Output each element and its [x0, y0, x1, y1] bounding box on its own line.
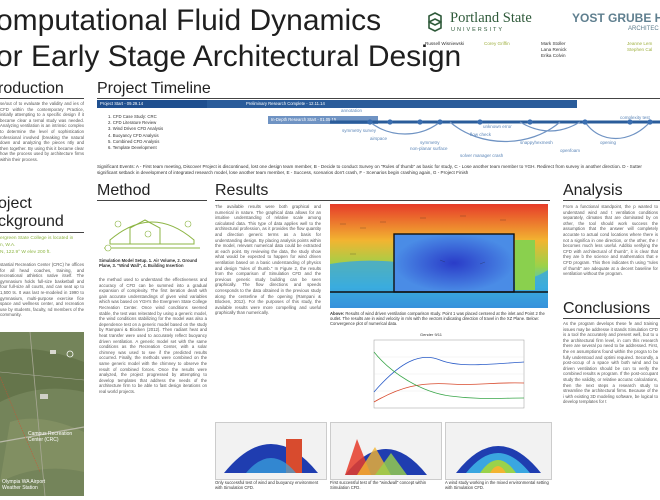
conclusions-text: As the program develops these fe and tra…	[563, 321, 658, 405]
results-rule	[215, 200, 550, 201]
conclusions-heading: Conclusions	[563, 300, 651, 317]
timeline-bar-inhealth-label: In-Depth Research Start - 01.05.15	[271, 117, 337, 122]
timeline-progress-graphic	[330, 119, 660, 143]
introduction-text: se/out of to evaluate the validity and i…	[0, 101, 84, 162]
map-label-airport: Olympia WA Airport Weather Station	[2, 479, 46, 491]
map-label-rec-center: Campus Recreation Center (CRC)	[28, 431, 73, 443]
results-text: The available results were both graphica…	[215, 204, 321, 316]
portland-state-logo: Portland State UNIVERSITY	[424, 8, 544, 36]
background-text: stantial Recreation Center (CRC) he offi…	[0, 262, 84, 318]
result-thumbnail-2	[330, 422, 442, 480]
thumbnail-3-graphic	[456, 446, 541, 473]
result-thumbnail-3	[445, 422, 552, 480]
poster-title-line1: omputational Fluid Dynamics	[0, 4, 382, 37]
timeline-bar-prelim-label: Preliminary Research Complete - 12.11.14	[246, 101, 325, 106]
convergence-plot: Gender 9/11	[360, 332, 530, 416]
timeline-bar-start-label: Project Start - 09.29.14	[100, 101, 144, 106]
convergence-plot-graphic	[373, 339, 525, 409]
project-background-heading-2: ckground	[0, 213, 64, 230]
caption-prefix: Above:	[330, 311, 345, 316]
analysis-text: From a functional standpoint, the p want…	[563, 204, 658, 277]
timeline-annotation: opening	[600, 140, 617, 145]
timeline-annotation: annotation	[341, 108, 363, 113]
ygh-logo-line1: YOST GRUBE HA	[572, 11, 660, 25]
introduction-rule	[0, 98, 84, 99]
results-heading: Results	[215, 182, 269, 199]
timeline-bar-prelim: Preliminary Research Complete - 12.11.14	[207, 100, 577, 108]
timeline-annotation: airspace	[370, 136, 388, 141]
introduction-heading: roduction	[0, 80, 64, 97]
method-text: the method used to understand the effect…	[99, 277, 207, 394]
timeline-annotation: openfoam	[560, 148, 581, 153]
thumbnail-3-caption: A wind study working in the mixed enviro…	[445, 480, 549, 491]
timeline-annotation: symmetry	[420, 140, 440, 145]
author-col4: Jeanne Lem Stephen Cal	[627, 41, 652, 53]
method-simulation-model-diagram	[104, 219, 200, 252]
portland-state-university: UNIVERSITY	[451, 27, 505, 33]
timeline-step: 4. Buoyancy CFD Analysis	[108, 132, 159, 138]
timeline-step: 1. CFD Case Study: CRC	[108, 114, 157, 119]
project-background-heading-1: oject	[0, 195, 32, 212]
method-model-caption: Simulation Model Setup. 1. Air Volume, 2…	[99, 258, 198, 269]
timeline-step: 6. Template Development	[108, 145, 157, 151]
results-contour-caption: Above: Results of wind driven ventilatio…	[330, 311, 548, 327]
convergence-plot-title: Gender 9/11	[420, 332, 442, 337]
timeline-annotation: flow check	[470, 132, 492, 137]
author-name: Stephen Cal	[627, 47, 653, 52]
author-name: Erika Colvin	[541, 53, 566, 58]
timeline-bar-inhealth: In-Depth Research Start - 01.05.15	[268, 116, 378, 124]
author-name: Russell Wisniewski	[425, 41, 465, 46]
timeline-annotation: symmetry survey	[342, 128, 377, 133]
timeline-rule	[97, 98, 660, 99]
location-lead: ergreen State College is located in	[0, 236, 74, 241]
background-rule	[0, 232, 84, 233]
portland-state-name: Portland State	[450, 10, 532, 26]
author-col1: Russell Wisniewski	[425, 41, 464, 47]
cfd-contour-graphic	[330, 204, 548, 308]
timeline-steps: 1. CFD Case Study: CRC 2. CFD Literature…	[108, 114, 163, 151]
result-thumbnail-1	[215, 422, 327, 480]
author-name: Jeanne Lem	[627, 41, 653, 46]
thumbnail-1-graphic	[224, 439, 318, 473]
timeline-events-text: Significant Events: A - First team meeti…	[97, 164, 642, 175]
timeline-annotation: unknown error	[483, 124, 512, 129]
timeline-step: 2. CFD Literature Review	[108, 120, 157, 126]
cfd-contour-plot	[330, 204, 548, 308]
portland-state-emblem-icon	[428, 12, 442, 32]
timeline-annotation: complexity test	[620, 115, 650, 120]
conclusions-rule	[563, 318, 660, 319]
thumbnail-2-caption: First successful test of the "windwall" …	[330, 480, 427, 491]
thumbnail-2-graphic	[345, 439, 427, 475]
campus-aerial-map: Campus Recreation Center (CRC) Olympia W…	[0, 332, 84, 496]
location-coords: N, 122.9° W elev 200 ft.	[0, 250, 51, 255]
author-name: Mark Stoller	[541, 41, 566, 46]
analysis-rule	[563, 200, 660, 201]
timeline-annotation: solver manager crash	[460, 153, 504, 158]
timeline-bar-start: Project Start - 09.29.14	[97, 100, 207, 108]
timeline-annotation: snappyhexmesh	[520, 140, 553, 145]
analysis-heading: Analysis	[563, 182, 623, 199]
caption-body: Results of wind driven ventilation compa…	[330, 311, 545, 327]
method-heading: Method	[97, 182, 151, 199]
timeline-annotation: non-planar surface	[410, 146, 448, 151]
thumbnail-1-caption: Only successful test of wind and buoyanc…	[215, 480, 319, 491]
author-name: Lana Renick	[541, 47, 567, 52]
timeline-step: 5. Combined CFD Analysis	[108, 138, 160, 144]
timeline-heading: Project Timeline	[97, 80, 211, 97]
author-col3: Mark Stoller Lana Renick Erika Colvin	[541, 41, 567, 59]
aerial-map-graphic	[0, 332, 84, 496]
poster-title-line2: or Early Stage Architectural Design	[0, 40, 462, 73]
location-city: n, W.A.	[0, 243, 16, 248]
ygh-logo-line2: ARCHITEC	[628, 26, 659, 32]
author-name: Corey Griffin	[484, 41, 510, 46]
timeline-step: 3. Wind Driven CFD Analysis	[108, 126, 164, 132]
author-col2: Corey Griffin	[484, 41, 510, 47]
method-rule	[97, 200, 207, 201]
